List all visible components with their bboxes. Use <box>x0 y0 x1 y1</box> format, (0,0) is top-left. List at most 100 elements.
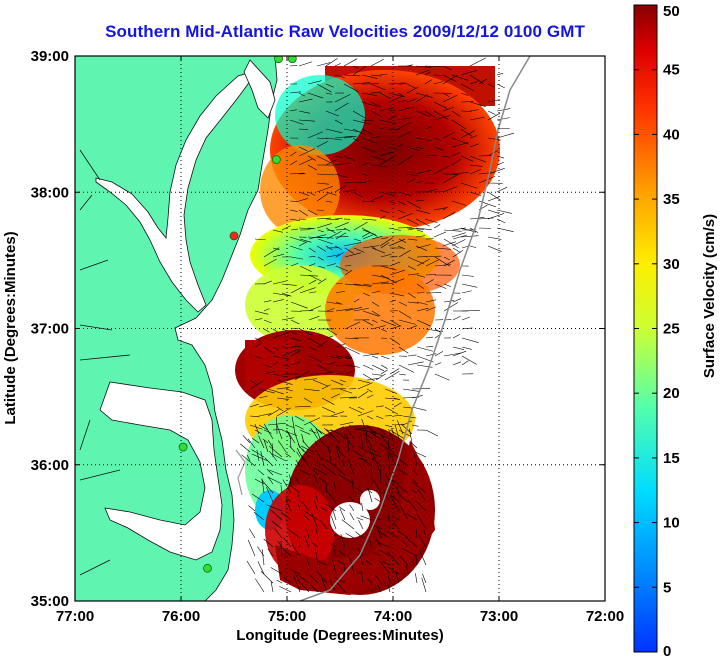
velocity-arrow <box>325 83 334 88</box>
velocity-arrow <box>343 433 350 444</box>
velocity-arrow <box>416 274 426 278</box>
velocity-arrow <box>452 247 461 253</box>
velocity-arrow <box>257 469 265 476</box>
velocity-arrow <box>452 227 466 231</box>
velocity-arrow <box>308 315 320 321</box>
velocity-arrow <box>308 256 316 258</box>
velocity-arrow <box>460 83 475 92</box>
velocity-arrow <box>317 561 328 566</box>
velocity-arrow <box>307 164 318 171</box>
velocity-arrow <box>316 62 331 67</box>
velocity-arrow <box>378 549 391 557</box>
velocity-arrow <box>344 321 361 330</box>
velocity-arrow <box>258 435 265 449</box>
velocity-arrow <box>276 379 293 385</box>
velocity-arrow <box>389 429 405 439</box>
velocity-arrow <box>352 65 367 76</box>
velocity-arrow <box>347 439 355 449</box>
velocity-arrow <box>289 119 304 125</box>
velocity-arrow <box>290 301 308 309</box>
velocity-arrow <box>370 101 382 108</box>
velocity-arrow <box>352 82 370 85</box>
velocity-arrow <box>313 467 328 476</box>
velocity-arrow <box>371 290 381 294</box>
velocity-arrow <box>335 444 341 462</box>
velocity-arrow <box>329 543 337 548</box>
velocity-arrow <box>281 349 299 357</box>
velocity-arrow <box>415 227 432 231</box>
velocity-arrow <box>363 433 373 440</box>
velocity-arrow <box>326 301 341 305</box>
velocity-arrow <box>318 477 328 485</box>
velocity-arrow <box>387 551 400 566</box>
velocity-arrow <box>415 94 429 103</box>
velocity-arrow <box>407 228 415 231</box>
velocity-arrow <box>397 92 405 97</box>
velocity-arrow <box>407 354 417 357</box>
shelf-contour-small <box>235 449 246 496</box>
velocity-arrow <box>496 155 505 159</box>
velocity-arrow <box>335 301 343 305</box>
velocity-arrow <box>389 368 400 375</box>
velocity-arrow <box>325 137 342 141</box>
velocity-arrow <box>443 283 451 287</box>
velocity-arrow <box>280 485 283 494</box>
velocity-arrow <box>283 537 292 548</box>
velocity-arrow <box>330 411 345 417</box>
velocity-arrow <box>415 218 430 227</box>
velocity-arrow <box>335 228 347 231</box>
velocity-arrow <box>337 449 346 458</box>
velocity-arrow <box>299 328 313 336</box>
velocity-arrow <box>443 302 459 312</box>
velocity-arrow <box>270 581 274 593</box>
velocity-arrow <box>371 281 389 285</box>
velocity-arrow <box>469 164 483 167</box>
velocity-arrow <box>334 63 341 67</box>
velocity-arrow <box>272 247 280 250</box>
velocity-arrow <box>249 528 256 539</box>
velocity-arrow <box>379 155 395 166</box>
velocity-arrow <box>339 379 346 383</box>
colorbar-tick-label: 10 <box>663 515 680 532</box>
velocity-arrow <box>384 406 399 415</box>
velocity-arrow <box>406 86 419 94</box>
velocity-arrow <box>487 209 500 214</box>
velocity-arrow <box>289 437 292 449</box>
velocity-arrow <box>405 536 418 548</box>
velocity-arrow <box>300 445 314 453</box>
velocity-arrow <box>260 451 265 467</box>
velocity-arrow <box>379 119 397 125</box>
velocity-arrow <box>433 74 443 76</box>
velocity-arrow <box>388 514 391 530</box>
y-axis-label: Latitude (Degrees:Minutes) <box>2 231 19 424</box>
velocity-arrow <box>276 406 284 412</box>
velocity-arrow <box>388 465 391 476</box>
velocity-arrow <box>416 364 433 368</box>
velocity-arrow <box>326 263 336 267</box>
velocity-arrow <box>316 223 332 229</box>
velocity-arrow <box>348 406 363 414</box>
velocity-arrow <box>281 225 291 231</box>
velocity-arrow <box>260 571 274 584</box>
velocity-arrow <box>406 178 415 184</box>
velocity-arrow <box>299 265 312 273</box>
velocity-arrow <box>372 478 382 494</box>
velocity-arrow <box>487 99 500 103</box>
velocity-arrow <box>343 242 362 247</box>
velocity-arrow <box>271 443 274 458</box>
velocity-arrow <box>298 119 316 122</box>
velocity-arrow <box>325 218 339 220</box>
velocity-arrow <box>424 218 438 224</box>
velocity-arrow <box>289 218 301 222</box>
velocity-arrow <box>317 278 327 285</box>
velocity-arrow <box>451 110 461 117</box>
velocity-arrow <box>335 372 344 375</box>
velocity-arrow <box>433 137 441 141</box>
velocity-arrow <box>298 241 308 247</box>
velocity-arrow <box>339 396 357 399</box>
velocity-arrow <box>407 265 416 270</box>
velocity-arrow <box>443 229 462 232</box>
velocity-arrow <box>370 59 384 67</box>
velocity-arrow <box>340 534 346 548</box>
velocity-arrow <box>307 191 316 196</box>
